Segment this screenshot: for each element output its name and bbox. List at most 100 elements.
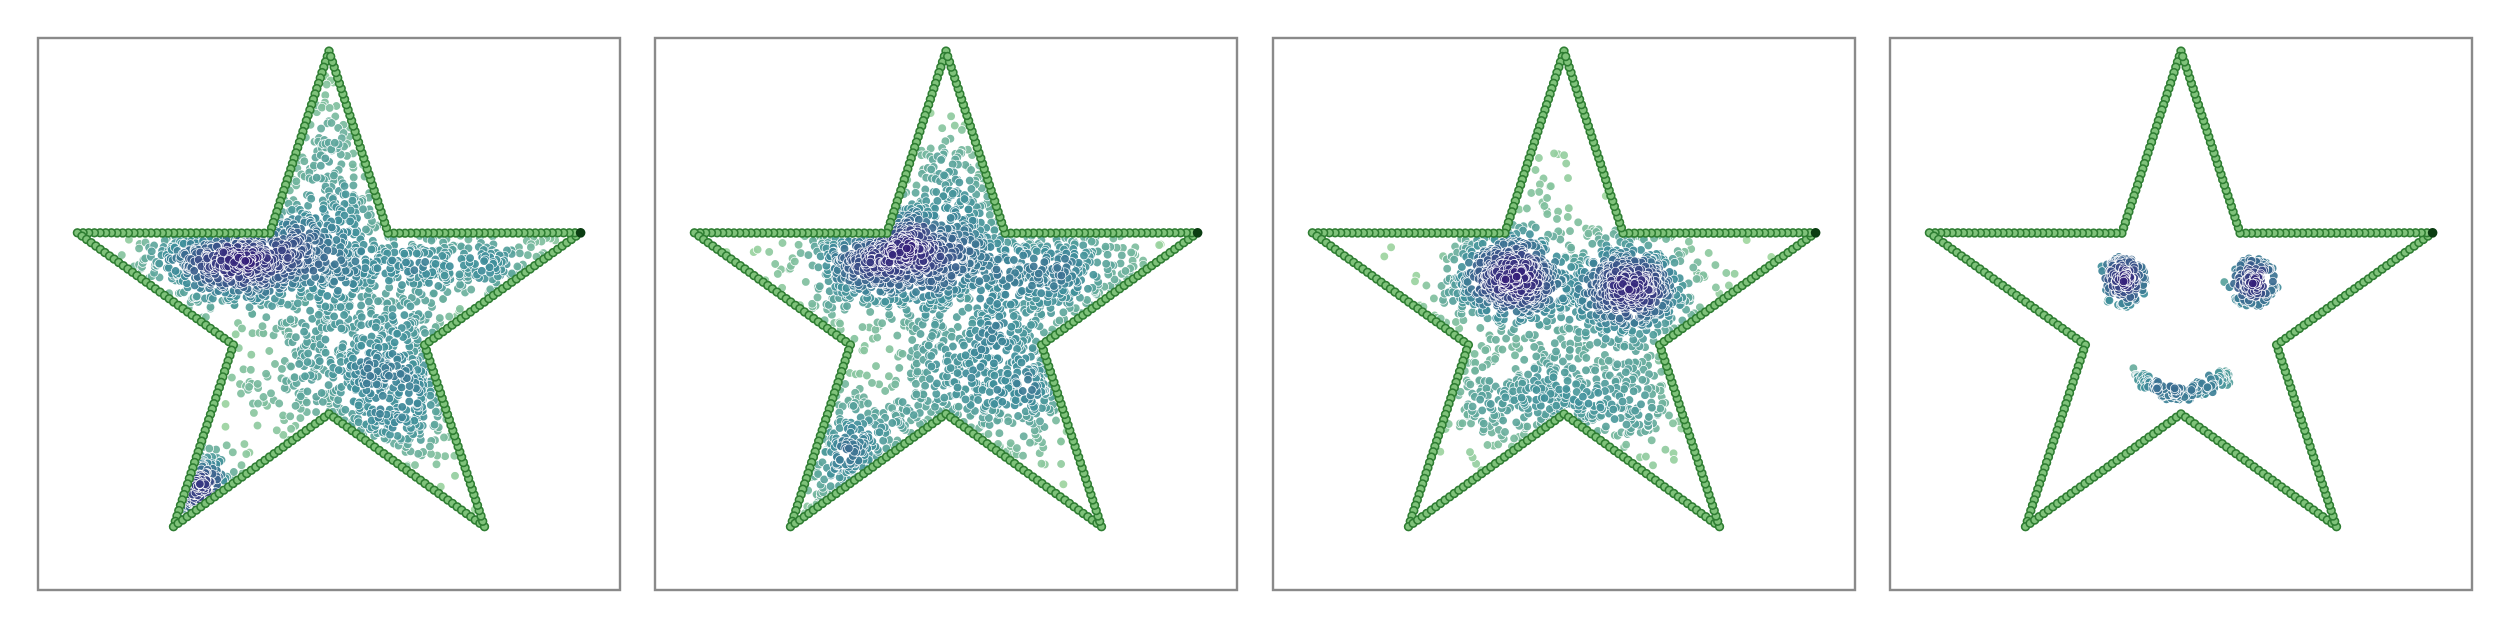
scatter-point — [237, 323, 247, 334]
star-outline-point — [942, 51, 953, 62]
scatter-point — [966, 184, 977, 194]
scatter-point — [1009, 311, 1019, 321]
scatter-point — [466, 284, 476, 295]
scatter-point — [987, 333, 997, 344]
scatter-point — [426, 400, 436, 410]
scatter-point — [965, 175, 975, 186]
scatter-point — [360, 263, 370, 273]
scatter-point — [246, 365, 256, 375]
scatter-point — [257, 321, 268, 331]
scatter-point — [1711, 282, 1721, 293]
panel-3 — [1271, 36, 1857, 592]
scatter-point — [353, 400, 364, 410]
scatter-point — [946, 213, 956, 223]
scatter-point — [293, 298, 303, 308]
scatter-point — [1018, 386, 1028, 396]
scatter-point — [1721, 268, 1731, 278]
scatter-point — [1573, 217, 1583, 227]
scatter-point — [261, 312, 271, 322]
scatter-point — [1559, 150, 1569, 160]
scatter-point — [431, 459, 442, 469]
scatter-point — [1509, 433, 1519, 444]
scatter-point — [430, 259, 441, 269]
scatter-point — [1379, 251, 1389, 262]
scatter-point — [523, 250, 533, 260]
scatter-point — [302, 386, 313, 397]
scatter-point — [963, 303, 974, 313]
scatter-point — [420, 328, 430, 338]
scatter-point — [252, 420, 263, 431]
scatter-point — [404, 381, 415, 391]
scatter-point — [848, 401, 859, 411]
scatter-point — [835, 455, 845, 465]
scatter-point — [440, 451, 450, 461]
scatter-point — [1026, 320, 1036, 330]
scatter-point — [1526, 188, 1536, 198]
scatter-point — [320, 334, 331, 345]
scatter-point — [396, 382, 407, 393]
scatter-point — [264, 346, 274, 356]
scatter-point — [330, 138, 340, 148]
scatter-point — [387, 255, 397, 266]
scatter-point — [887, 418, 897, 428]
scatter-point — [857, 322, 868, 332]
scatter-point — [306, 194, 316, 204]
scatter-point — [970, 239, 981, 249]
scatter-point — [946, 111, 956, 121]
scatter-point — [312, 173, 322, 183]
scatter-point — [1429, 293, 1439, 304]
scatter-point — [320, 348, 331, 358]
scatter-point — [974, 276, 985, 286]
scatter-point — [450, 471, 460, 481]
scatter-point — [912, 367, 923, 377]
scatter-point — [424, 278, 434, 288]
scatter-point — [1054, 315, 1065, 326]
scatter-point — [1534, 153, 1544, 163]
scatter-point — [401, 257, 411, 268]
scatter-point — [241, 449, 251, 459]
scatter-point — [444, 311, 454, 322]
scatter-point — [1058, 307, 1069, 317]
scatter-point — [1036, 288, 1046, 298]
scatter-point — [1035, 416, 1045, 426]
scatter-point — [325, 103, 335, 113]
scatter-point — [405, 301, 416, 311]
scatter-point — [244, 302, 255, 312]
scatter-point — [366, 244, 377, 254]
scatter-point — [335, 302, 346, 312]
scatter-point — [295, 413, 306, 423]
scatter-point — [372, 263, 383, 273]
scatter-point — [1025, 438, 1035, 448]
scatter-point — [1549, 148, 1559, 159]
scatter-point — [954, 177, 964, 188]
scatter-point — [1647, 435, 1657, 445]
scatter-point — [1052, 263, 1062, 273]
scatter-point — [1079, 250, 1089, 261]
scatter-point — [975, 362, 986, 372]
scatter-point — [291, 176, 301, 186]
scatter-point — [515, 248, 525, 258]
scatter-point — [287, 205, 297, 215]
scatter-point — [479, 256, 489, 266]
scatter-point — [1729, 269, 1740, 279]
scatter-point — [992, 299, 1002, 309]
scatter-point — [992, 385, 1003, 395]
scatter-point — [322, 291, 332, 301]
scatter-point — [989, 225, 1000, 235]
scatter-point — [932, 196, 943, 206]
plot-frame — [653, 36, 1239, 592]
scatter-point — [373, 296, 383, 306]
scatter-point — [311, 407, 321, 417]
scatter-point — [303, 348, 313, 359]
scatter-point — [1051, 415, 1061, 426]
scatter-point — [356, 341, 366, 351]
scatter-point — [997, 397, 1007, 407]
scatter-point — [364, 296, 374, 307]
scatter-point — [835, 318, 845, 329]
scatter-point — [935, 251, 946, 262]
scatter-point — [867, 378, 877, 388]
scatter-point — [952, 368, 963, 378]
scatter-point — [291, 332, 301, 342]
scatter-point — [277, 364, 287, 374]
